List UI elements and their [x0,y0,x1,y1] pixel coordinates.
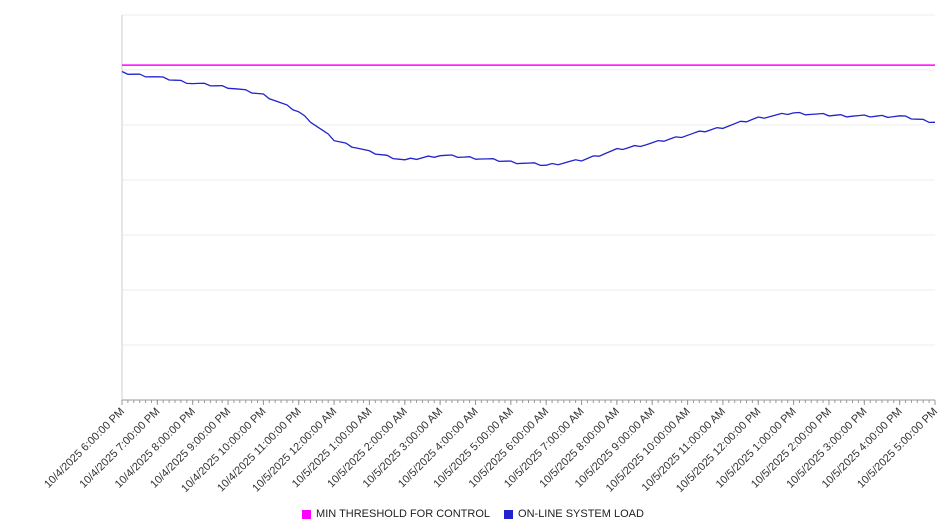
legend-swatch-icon [302,509,312,519]
legend-label: MIN THRESHOLD FOR CONTROL [316,508,491,520]
legend-label: ON-LINE SYSTEM LOAD [518,508,644,520]
gridlines [122,14,935,346]
x-axis-ticks [121,400,936,405]
chart-legend: MIN THRESHOLD FOR CONTROL ON-LINE SYSTEM … [0,508,946,520]
legend-swatch-icon [504,509,514,519]
legend-item-min-threshold[interactable]: MIN THRESHOLD FOR CONTROL [302,508,490,520]
series-line-online-system-load [121,70,936,167]
axes [121,15,935,401]
legend-item-online-system-load[interactable]: ON-LINE SYSTEM LOAD [504,508,644,520]
